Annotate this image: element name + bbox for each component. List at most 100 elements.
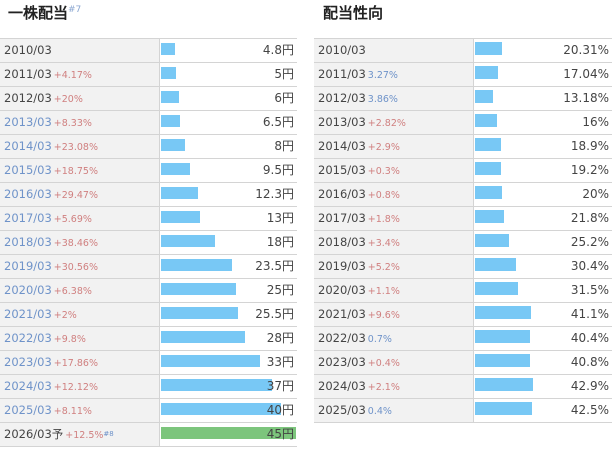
value-bar [475, 210, 504, 223]
year-label: 2013/03 [4, 115, 52, 129]
dividend-row: 2017/03 +5.69% 13円 [0, 207, 297, 231]
value-bar [475, 186, 502, 199]
dividend-value-cell: 25円 [160, 279, 297, 302]
dividend-value-cell: 25.5円 [160, 303, 297, 326]
dividend-value-cell: 18円 [160, 231, 297, 254]
payout-year-cell: 2016/03 +0.8% [314, 183, 474, 206]
year-label: 2012/03 [318, 91, 366, 105]
dividend-year-cell: 2013/03 +8.33% [0, 111, 160, 134]
change-label: 0.7% [367, 334, 392, 345]
dividend-row: 2018/03 +38.46% 18円 [0, 231, 297, 255]
dividend-year-cell: 2014/03 +23.08% [0, 135, 160, 158]
payout-row: 2019/03 +5.2% 30.4% [314, 255, 612, 279]
payout-row: 2021/03 +9.6% 41.1% [314, 303, 612, 327]
value-label: 6円 [274, 91, 294, 105]
year-label: 2011/03 [318, 67, 366, 81]
change-label: +38.46% [53, 238, 98, 249]
dividend-row: 2010/03 4.8円 [0, 39, 297, 63]
year-label: 2023/03 [4, 355, 52, 369]
change-label: +30.56% [53, 262, 98, 273]
dividend-value-cell: 13円 [160, 207, 297, 230]
dividend-value-cell: 33円 [160, 351, 297, 374]
value-bar [475, 114, 497, 127]
payout-year-cell: 2021/03 +9.6% [314, 303, 474, 326]
change-label: +0.4% [367, 358, 400, 369]
change-label: +0.8% [367, 190, 400, 201]
dividend-year-cell: 2021/03 +2% [0, 303, 160, 326]
year-label: 2020/03 [4, 283, 52, 297]
payout-ratio-title: 配当性向 [323, 2, 383, 23]
forecast-bar [161, 427, 296, 439]
payout-value-cell: 40.8% [474, 351, 612, 374]
dividend-value-cell: 9.5円 [160, 159, 297, 182]
payout-row: 2013/03 +2.82% 16% [314, 111, 612, 135]
dividend-row: 2019/03 +30.56% 23.5円 [0, 255, 297, 279]
year-label: 2021/03 [4, 307, 52, 321]
value-bar [161, 211, 200, 223]
dividend-row: 2026/03予 +12.5%#8 45円 [0, 423, 297, 447]
dividend-value-cell: 37円 [160, 375, 297, 398]
payout-year-cell: 2011/03 3.27% [314, 63, 474, 86]
dividend-row: 2022/03 +9.8% 28円 [0, 327, 297, 351]
payout-row: 2010/03 20.31% [314, 39, 612, 63]
year-label: 2016/03 [318, 187, 366, 201]
change-label: +1.1% [367, 286, 400, 297]
payout-year-cell: 2010/03 [314, 39, 474, 62]
footnote-link[interactable]: #8 [103, 430, 114, 438]
change-label: +17.86% [53, 358, 98, 369]
year-label: 2020/03 [318, 283, 366, 297]
value-bar [475, 258, 516, 271]
value-label: 19.2% [570, 163, 609, 177]
dividend-year-cell: 2020/03 +6.38% [0, 279, 160, 302]
payout-year-cell: 2020/03 +1.1% [314, 279, 474, 302]
title-footnote[interactable]: #7 [68, 5, 82, 15]
year-label: 2024/03 [318, 379, 366, 393]
value-bar [475, 234, 509, 247]
year-label: 2025/03 [318, 403, 366, 417]
payout-year-cell: 2017/03 +1.8% [314, 207, 474, 230]
value-bar [161, 259, 232, 271]
value-bar [475, 330, 530, 343]
year-label: 2018/03 [318, 235, 366, 249]
payout-value-cell: 30.4% [474, 255, 612, 278]
value-bar [475, 282, 518, 295]
value-bar [475, 306, 531, 319]
value-label: 20% [582, 187, 609, 201]
value-label: 40.8% [570, 355, 609, 369]
payout-value-cell: 16% [474, 111, 612, 134]
dividend-value-cell: 40円 [160, 399, 297, 422]
value-label: 37円 [266, 379, 294, 393]
year-label: 2010/03 [4, 43, 52, 57]
dividend-year-cell: 2015/03 +18.75% [0, 159, 160, 182]
year-label: 2022/03 [318, 331, 366, 345]
dividend-value-cell: 28円 [160, 327, 297, 350]
payout-year-cell: 2024/03 +2.1% [314, 375, 474, 398]
value-bar [161, 283, 236, 295]
change-label: +23.08% [53, 142, 98, 153]
value-label: 42.9% [570, 379, 609, 393]
payout-row: 2015/03 +0.3% 19.2% [314, 159, 612, 183]
payout-value-cell: 41.1% [474, 303, 612, 326]
year-label: 2017/03 [318, 211, 366, 225]
year-label: 2024/03 [4, 379, 52, 393]
year-label: 2013/03 [318, 115, 366, 129]
dividend-row: 2013/03 +8.33% 6.5円 [0, 111, 297, 135]
dividend-row: 2024/03 +12.12% 37円 [0, 375, 297, 399]
change-label: +12.12% [53, 382, 98, 393]
dividend-year-cell: 2026/03予 +12.5%#8 [0, 423, 160, 446]
dividend-row: 2012/03 +20% 6円 [0, 87, 297, 111]
value-bar [161, 91, 179, 103]
value-bar [161, 403, 281, 415]
dividend-value-cell: 5円 [160, 63, 297, 86]
value-label: 18.9% [570, 139, 609, 153]
dividend-year-cell: 2022/03 +9.8% [0, 327, 160, 350]
payout-row: 2018/03 +3.4% 25.2% [314, 231, 612, 255]
change-label: 3.27% [367, 70, 398, 81]
value-bar [475, 66, 498, 79]
dividend-row: 2014/03 +23.08% 8円 [0, 135, 297, 159]
value-bar [475, 402, 532, 415]
year-label: 2017/03 [4, 211, 52, 225]
payout-row: 2014/03 +2.9% 18.9% [314, 135, 612, 159]
value-label: 42.5% [570, 403, 609, 417]
year-label: 2018/03 [4, 235, 52, 249]
